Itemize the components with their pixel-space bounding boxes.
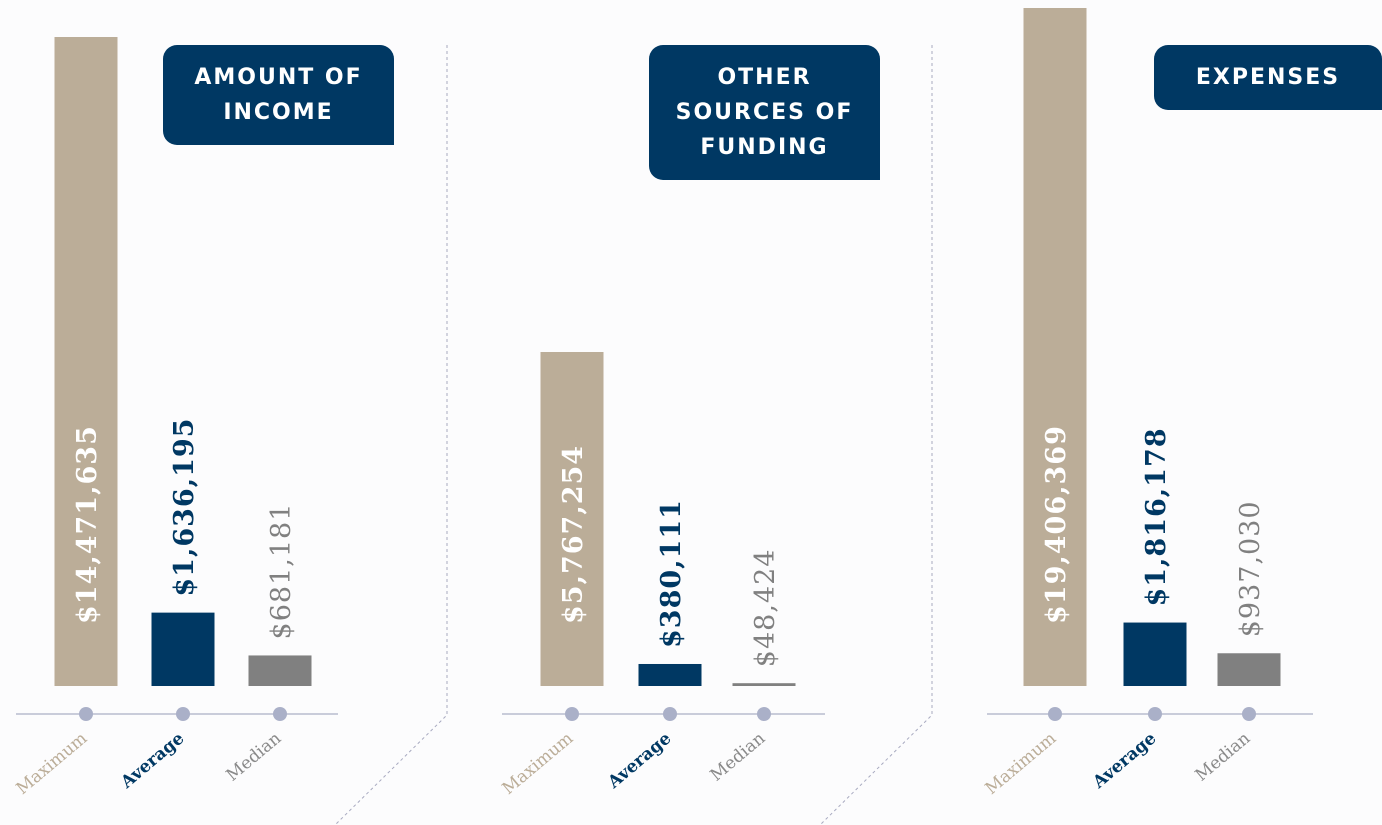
bar bbox=[638, 663, 702, 686]
bar bbox=[54, 37, 118, 686]
axis-dot bbox=[1242, 707, 1256, 721]
x-tick-label: Average bbox=[1088, 728, 1160, 793]
chart-title: AMOUNT OF INCOME bbox=[163, 45, 394, 145]
value-label: $48,424 bbox=[750, 549, 781, 668]
value-label: $14,471,635 bbox=[72, 425, 103, 624]
divider bbox=[334, 45, 448, 825]
axis-dot bbox=[273, 707, 287, 721]
x-tick-label: Median bbox=[223, 728, 286, 785]
chart-title: EXPENSES bbox=[1154, 45, 1382, 110]
axis-dot bbox=[1148, 707, 1162, 721]
x-tick-label: Average bbox=[116, 728, 188, 793]
bar bbox=[248, 655, 312, 686]
axis-dot bbox=[79, 707, 93, 721]
value-label: $1,636,195 bbox=[169, 418, 200, 597]
x-tick-label: Average bbox=[603, 728, 675, 793]
axis-dot bbox=[757, 707, 771, 721]
axis-dot bbox=[663, 707, 677, 721]
value-label: $1,816,178 bbox=[1141, 427, 1172, 606]
x-tick-label: Maximum bbox=[982, 729, 1061, 799]
x-tick-label: Maximum bbox=[13, 729, 92, 799]
value-label: $380,111 bbox=[656, 499, 687, 648]
bar bbox=[732, 683, 796, 686]
bar bbox=[1023, 8, 1087, 686]
bar bbox=[1123, 622, 1187, 686]
axis-dot bbox=[565, 707, 579, 721]
axis-dot bbox=[176, 707, 190, 721]
x-tick-label: Median bbox=[1192, 728, 1255, 785]
chart-title: OTHER SOURCES OF FUNDING bbox=[649, 45, 880, 180]
divider bbox=[819, 45, 933, 825]
x-tick-label: Maximum bbox=[499, 729, 578, 799]
axis-dot bbox=[1048, 707, 1062, 721]
bar bbox=[151, 612, 215, 686]
value-label: $19,406,369 bbox=[1041, 425, 1072, 624]
x-tick-label: Median bbox=[707, 728, 770, 785]
bar bbox=[1217, 653, 1281, 686]
value-label: $5,767,254 bbox=[558, 445, 589, 624]
bar bbox=[540, 352, 604, 686]
value-label: $681,181 bbox=[266, 503, 297, 640]
value-label: $937,030 bbox=[1235, 500, 1266, 637]
